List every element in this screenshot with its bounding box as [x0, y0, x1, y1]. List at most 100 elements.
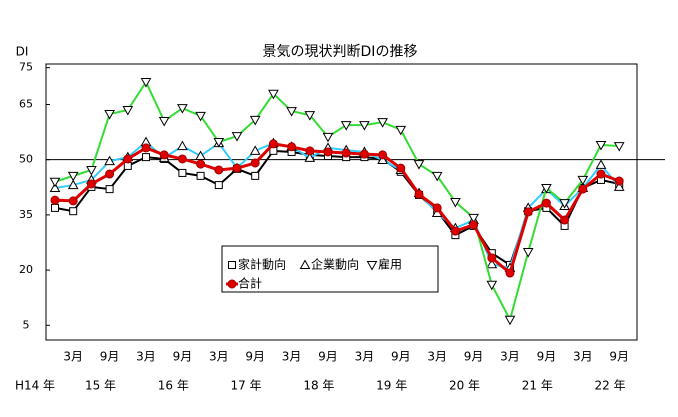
marker: [227, 279, 237, 289]
x-tick-label: 3月: [136, 350, 156, 364]
marker: [287, 142, 297, 152]
x-tick-label: 9月: [537, 350, 557, 364]
marker: [86, 179, 96, 189]
marker: [251, 171, 260, 180]
plot-area: [45, 63, 638, 341]
marker: [286, 107, 297, 117]
y-tick-label: 75: [19, 61, 33, 74]
x-tick-label: 3月: [500, 350, 520, 364]
marker: [142, 153, 150, 162]
marker: [123, 161, 132, 170]
marker: [86, 165, 97, 176]
marker: [595, 159, 607, 169]
marker: [67, 179, 79, 190]
marker: [614, 176, 624, 186]
x-tick-label: 9月: [318, 350, 338, 364]
year-label: 18 年: [303, 379, 334, 393]
chart-title: 景気の現状判断DIの推移: [263, 44, 418, 60]
marker: [268, 89, 279, 100]
x-tick-label: 3月: [209, 350, 229, 364]
marker: [414, 189, 424, 199]
marker: [140, 78, 152, 88]
x-tick-label: 9月: [100, 350, 120, 364]
marker: [122, 106, 134, 116]
marker: [413, 160, 425, 170]
marker: [450, 198, 461, 208]
marker: [249, 145, 261, 155]
legend-label: 企業動向: [311, 257, 359, 272]
marker: [304, 111, 316, 121]
marker: [49, 177, 61, 188]
marker: [177, 154, 187, 164]
marker: [159, 150, 169, 160]
legend-label: 家計動向: [238, 257, 286, 272]
marker: [104, 155, 115, 166]
marker: [523, 207, 533, 217]
marker: [196, 171, 205, 180]
marker: [450, 226, 460, 236]
marker: [305, 146, 315, 156]
x-tick-label: 9月: [245, 350, 265, 364]
marker: [377, 118, 388, 128]
year-label: 17 年: [231, 379, 262, 393]
marker: [359, 121, 370, 131]
marker: [541, 198, 551, 208]
marker: [214, 165, 224, 175]
marker: [228, 261, 236, 269]
marker: [396, 163, 406, 173]
marker: [304, 152, 316, 162]
marker: [213, 138, 225, 148]
marker: [366, 261, 378, 271]
x-tick-label: 3月: [63, 350, 83, 364]
legend-box: [221, 245, 439, 293]
legend-label: 雇用: [378, 257, 402, 272]
marker: [613, 181, 625, 191]
year-label: 20 年: [449, 379, 480, 393]
marker: [196, 159, 206, 169]
marker: [432, 203, 442, 213]
marker: [68, 196, 78, 206]
marker: [559, 199, 570, 209]
x-tick-label: 3月: [355, 350, 375, 364]
marker: [322, 132, 334, 143]
marker: [486, 280, 498, 291]
marker: [378, 150, 388, 160]
y-tick-label: 20: [19, 263, 33, 276]
marker: [359, 149, 369, 159]
y-axis-label: DI: [16, 45, 29, 59]
year-label: 21 年: [522, 379, 553, 393]
x-tick-label: 9月: [391, 350, 411, 364]
marker: [177, 140, 188, 151]
x-tick-label: 9月: [464, 350, 484, 364]
marker: [249, 115, 261, 126]
marker: [231, 132, 243, 142]
marker: [504, 315, 516, 326]
x-tick-label: 3月: [573, 350, 593, 364]
marker: [141, 143, 151, 153]
marker: [250, 158, 260, 168]
marker: [505, 268, 515, 278]
x-tick-label: 3月: [282, 350, 302, 364]
marker: [487, 253, 497, 263]
marker: [341, 148, 351, 158]
y-tick-label: 65: [19, 97, 33, 110]
marker: [299, 259, 311, 269]
marker: [595, 140, 607, 151]
marker: [469, 220, 479, 230]
marker: [468, 213, 479, 224]
marker: [178, 168, 187, 177]
marker: [377, 154, 388, 165]
year-label: 22 年: [595, 379, 626, 393]
marker: [123, 154, 133, 164]
year-label: 16 年: [158, 379, 189, 393]
x-tick-label: 9月: [173, 350, 193, 364]
marker: [69, 207, 78, 216]
marker: [486, 258, 498, 269]
year-label: 15 年: [85, 379, 116, 393]
marker: [395, 125, 407, 136]
marker: [541, 184, 552, 194]
marker: [50, 195, 60, 205]
marker: [268, 139, 278, 149]
marker: [596, 169, 606, 179]
marker: [578, 184, 588, 194]
